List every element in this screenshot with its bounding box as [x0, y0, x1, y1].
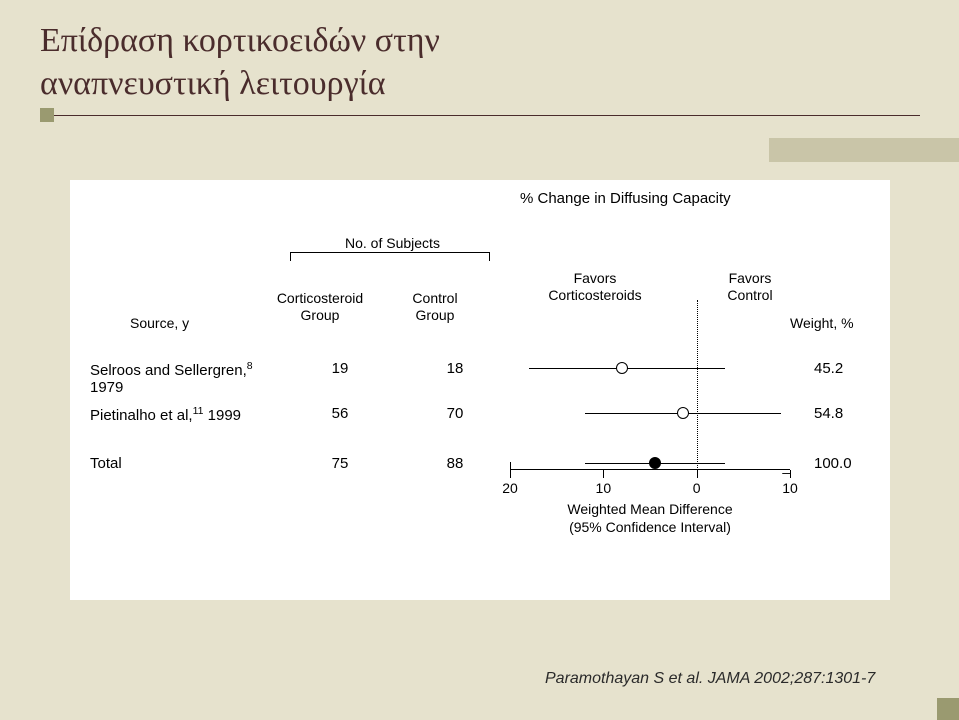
forest-plot-figure: % Change in Diffusing Capacity No. of Su…	[70, 180, 890, 600]
x-tick	[510, 470, 511, 478]
x-tick-label: 0	[693, 480, 701, 496]
favors-control-label: FavorsControl	[710, 270, 790, 304]
header-corticosteroid: CorticosteroidGroup	[270, 290, 370, 324]
row-n-ctrl: 18	[440, 360, 470, 377]
x-axis-label-1: Weighted Mean Difference	[510, 501, 790, 518]
title-line-1: Επίδραση κορτικοειδών στην	[40, 20, 920, 63]
citation: Paramothayan S et al. JAMA 2002;287:1301…	[545, 670, 875, 688]
no-subjects-bracket	[290, 252, 490, 262]
x-axis-left-cap	[510, 462, 511, 470]
row-n-ctrl: 70	[440, 405, 470, 422]
x-tick	[603, 470, 604, 478]
row-n-ctrl: 88	[440, 455, 470, 472]
x-tick-label: 10	[596, 480, 612, 496]
x-tick-label: –10	[782, 464, 798, 496]
side-accent-bar	[769, 138, 959, 162]
header-weight: Weight, %	[790, 315, 870, 332]
study-marker	[616, 362, 628, 374]
row-n-cort: 75	[325, 455, 355, 472]
row-weight: 54.8	[814, 405, 874, 422]
row-weight: 45.2	[814, 360, 874, 377]
slide-title: Επίδραση κορτικοειδών στην αναπνευστική …	[40, 20, 920, 116]
title-line-2: αναπνευστική λειτουργία	[40, 63, 920, 106]
header-control: ControlGroup	[400, 290, 470, 324]
row-n-cort: 19	[325, 360, 355, 377]
favors-corticosteroids-label: FavorsCorticosteroids	[530, 270, 660, 304]
row-source: Selroos and Sellergren,8 1979	[90, 360, 290, 396]
summary-marker	[649, 457, 661, 469]
zero-reference-line	[697, 300, 698, 470]
title-accent-square	[40, 108, 54, 122]
row-weight: 100.0	[814, 455, 874, 472]
row-n-cort: 56	[325, 405, 355, 422]
header-no-subjects: No. of Subjects	[345, 235, 440, 251]
bottom-accent-square	[937, 698, 959, 720]
x-tick	[697, 470, 698, 478]
plot-area: Weighted Mean Difference (95% Confidence…	[510, 350, 790, 510]
study-marker	[677, 407, 689, 419]
x-axis-label-2: (95% Confidence Interval)	[510, 519, 790, 536]
row-source: Pietinalho et al,11 1999	[90, 405, 290, 424]
x-axis-line	[510, 469, 790, 470]
header-source: Source, y	[130, 315, 210, 332]
x-tick-label: 20	[502, 480, 518, 496]
plot-main-header: % Change in Diffusing Capacity	[520, 190, 731, 207]
row-source: Total	[90, 455, 290, 472]
